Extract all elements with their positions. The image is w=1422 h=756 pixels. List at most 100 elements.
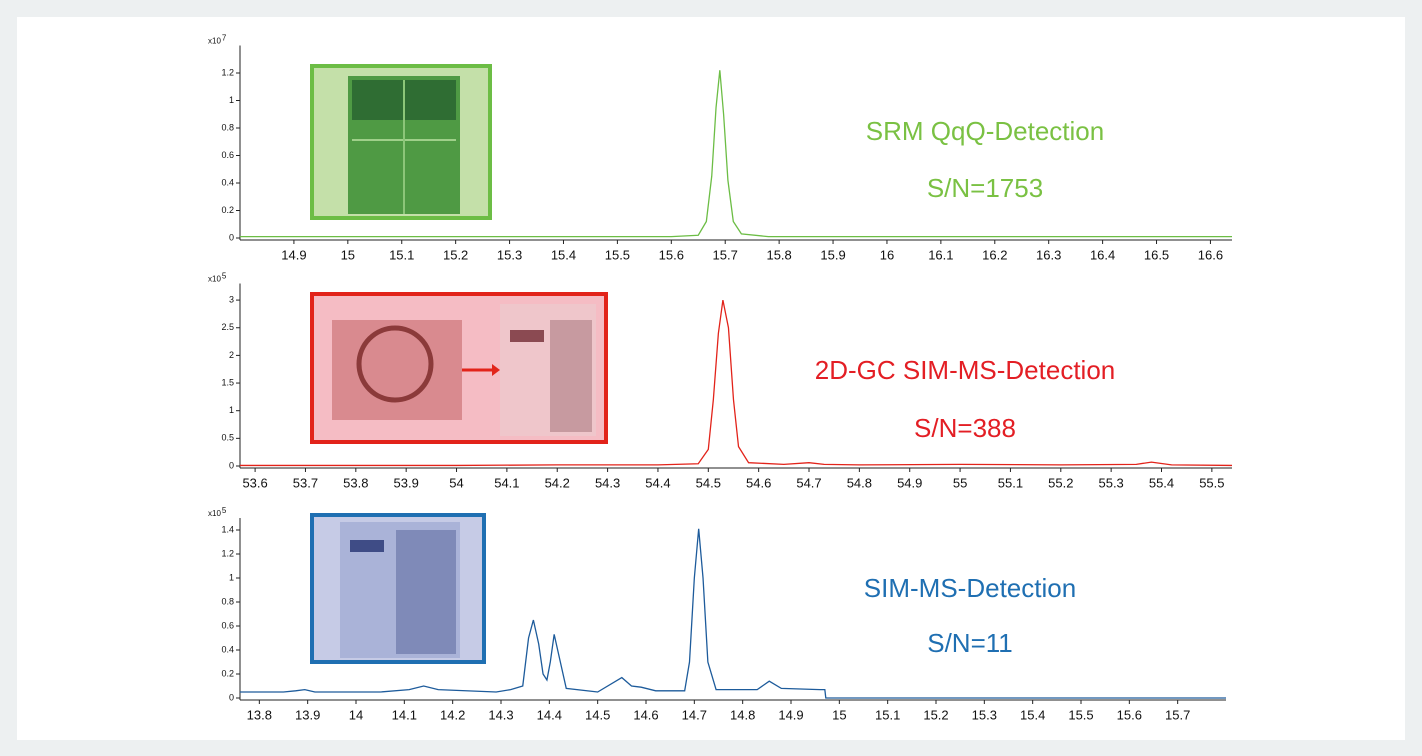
y-tick-label: 0.2 [221, 205, 234, 215]
photo-qqq [310, 64, 492, 220]
x-tick-label: 16.5 [1144, 247, 1169, 262]
x-tick-label: 54.3 [595, 475, 620, 490]
photo-simms [310, 513, 486, 664]
annotation: SIM-MS-Detection [864, 573, 1076, 603]
y-tick-label: 1 [229, 405, 234, 415]
photo-2dgc [310, 292, 608, 444]
x-tick-label: 53.8 [343, 475, 368, 490]
multiplier-exponent: 5 [222, 272, 227, 281]
x-tick-label: 55.4 [1149, 475, 1174, 490]
trace [240, 70, 1232, 238]
x-tick-label: 54.9 [897, 475, 922, 490]
x-tick-label: 16.1 [928, 247, 953, 262]
x-tick-label: 15.3 [972, 707, 997, 722]
y-multiplier: x105 [208, 272, 227, 284]
x-tick-label: 55.5 [1199, 475, 1224, 490]
y-tick-label: 1 [229, 572, 234, 582]
x-tick-label: 14.9 [281, 247, 306, 262]
multiplier-base: x10 [208, 275, 221, 284]
x-tick-label: 53.7 [293, 475, 318, 490]
x-tick-label: 13.9 [295, 707, 320, 722]
x-tick-label: 15.5 [605, 247, 630, 262]
x-tick-label: 15.6 [1117, 707, 1142, 722]
trace [240, 528, 1226, 699]
x-tick-label: 15.4 [1020, 707, 1045, 722]
x-tick-label: 16 [880, 247, 894, 262]
x-tick-label: 14 [349, 707, 363, 722]
x-tick-label: 16.6 [1198, 247, 1223, 262]
y-multiplier: x107 [208, 34, 227, 46]
x-tick-label: 14.7 [682, 707, 707, 722]
x-tick-label: 15.1 [875, 707, 900, 722]
x-tick-label: 14.5 [585, 707, 610, 722]
x-tick-label: 16.4 [1090, 247, 1115, 262]
annotation: 2D-GC SIM-MS-Detection [815, 355, 1116, 385]
x-tick-label: 54.4 [645, 475, 670, 490]
x-tick-label: 15 [341, 247, 355, 262]
y-tick-label: 0.4 [221, 644, 234, 654]
x-tick-label: 14.9 [778, 707, 803, 722]
x-tick-label: 14.3 [488, 707, 513, 722]
annotation: S/N=388 [914, 413, 1016, 443]
x-tick-label: 15.8 [766, 247, 791, 262]
x-tick-label: 15.5 [1068, 707, 1093, 722]
x-tick-label: 15.2 [443, 247, 468, 262]
x-tick-label: 53.9 [394, 475, 419, 490]
x-tick-label: 13.8 [247, 707, 272, 722]
x-tick-label: 55.2 [1048, 475, 1073, 490]
annotation: SRM QqQ-Detection [866, 116, 1104, 146]
y-tick-label: 2 [229, 350, 234, 360]
x-tick-label: 15.7 [1165, 707, 1190, 722]
multiplier-exponent: 7 [222, 34, 227, 43]
y-multiplier: x105 [208, 506, 227, 518]
x-tick-label: 15.3 [497, 247, 522, 262]
x-tick-label: 16.2 [982, 247, 1007, 262]
x-tick-label: 14.1 [392, 707, 417, 722]
x-tick-label: 55.3 [1098, 475, 1123, 490]
y-tick-label: 0.6 [221, 620, 234, 630]
y-tick-label: 1 [229, 95, 234, 105]
x-tick-label: 54.7 [796, 475, 821, 490]
x-tick-label: 14.8 [730, 707, 755, 722]
y-tick-label: 0.8 [221, 596, 234, 606]
x-tick-label: 55.1 [998, 475, 1023, 490]
x-tick-label: 54.5 [696, 475, 721, 490]
y-tick-label: 0.8 [221, 122, 234, 132]
x-tick-label: 54.8 [847, 475, 872, 490]
x-tick-label: 54.1 [494, 475, 519, 490]
y-tick-label: 1.2 [221, 548, 234, 558]
x-tick-label: 54.2 [545, 475, 570, 490]
y-tick-label: 1.5 [221, 377, 234, 387]
panel [17, 17, 1405, 740]
y-tick-label: 0 [229, 460, 234, 470]
x-tick-label: 14.2 [440, 707, 465, 722]
x-tick-label: 15.7 [713, 247, 738, 262]
x-tick-label: 55 [953, 475, 967, 490]
annotation: S/N=1753 [927, 173, 1043, 203]
annotation: S/N=11 [927, 628, 1013, 658]
x-tick-label: 15.1 [389, 247, 414, 262]
multiplier-base: x10 [208, 37, 221, 46]
y-tick-label: 3 [229, 294, 234, 304]
y-tick-label: 1.4 [221, 524, 234, 534]
y-tick-label: 0 [229, 692, 234, 702]
x-tick-label: 14.4 [537, 707, 562, 722]
x-tick-label: 54 [449, 475, 463, 490]
x-tick-label: 15.4 [551, 247, 576, 262]
multiplier-base: x10 [208, 509, 221, 518]
x-tick-label: 54.6 [746, 475, 771, 490]
x-tick-label: 15 [832, 707, 846, 722]
x-tick-label: 15.2 [923, 707, 948, 722]
y-tick-label: 0 [229, 232, 234, 242]
y-tick-label: 1.2 [221, 67, 234, 77]
y-tick-label: 0.5 [221, 433, 234, 443]
x-tick-label: 15.6 [659, 247, 684, 262]
x-tick-label: 14.6 [633, 707, 658, 722]
y-tick-label: 0.6 [221, 150, 234, 160]
x-tick-label: 53.6 [242, 475, 267, 490]
multiplier-exponent: 5 [222, 506, 227, 515]
y-tick-label: 2.5 [221, 322, 234, 332]
x-tick-label: 15.9 [820, 247, 845, 262]
y-tick-label: 0.2 [221, 668, 234, 678]
